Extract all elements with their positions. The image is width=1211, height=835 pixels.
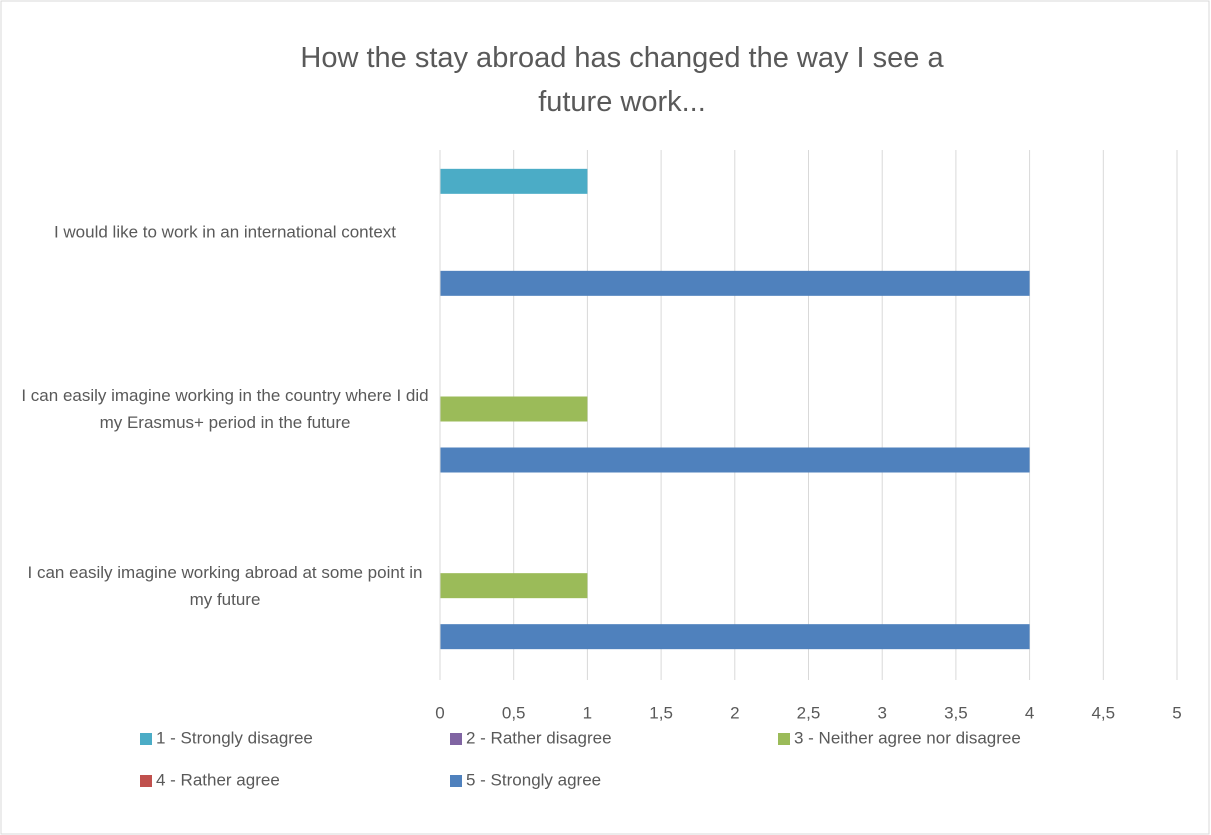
x-tick-label: 3,5: [944, 703, 968, 722]
legend-label: 2 - Rather disagree: [466, 728, 612, 747]
x-tick-label: 1,5: [649, 703, 673, 722]
bar: [440, 396, 588, 422]
legend-label: 5 - Strongly agree: [466, 770, 601, 789]
bar: [440, 624, 1030, 650]
legend-label: 4 - Rather agree: [156, 770, 280, 789]
legend-swatch: [778, 733, 790, 745]
chart-title: How the stay abroad has changed the way …: [300, 42, 944, 118]
bar: [440, 168, 588, 194]
x-tick-label: 4,5: [1091, 703, 1115, 722]
x-tick-label: 1: [583, 703, 592, 722]
bar: [440, 447, 1030, 473]
bar: [440, 270, 1030, 296]
legend-swatch: [140, 775, 152, 787]
legend-label: 3 - Neither agree nor disagree: [794, 728, 1021, 747]
legend-swatch: [140, 733, 152, 745]
legend-label: 1 - Strongly disagree: [156, 728, 313, 747]
x-tick-label: 0: [435, 703, 444, 722]
legend-swatch: [450, 775, 462, 787]
x-tick-label: 2,5: [797, 703, 821, 722]
x-tick-label: 2: [730, 703, 739, 722]
category-label: I would like to work in an international…: [53, 222, 397, 242]
x-tick-label: 4: [1025, 703, 1034, 722]
category-label: I can easily imagine working abroad at s…: [27, 562, 423, 609]
x-tick-label: 0,5: [502, 703, 526, 722]
x-tick-label: 3: [877, 703, 886, 722]
bar: [440, 573, 588, 599]
x-tick-label: 5: [1172, 703, 1181, 722]
legend-swatch: [450, 733, 462, 745]
category-label: I can easily imagine working in the coun…: [21, 386, 429, 432]
